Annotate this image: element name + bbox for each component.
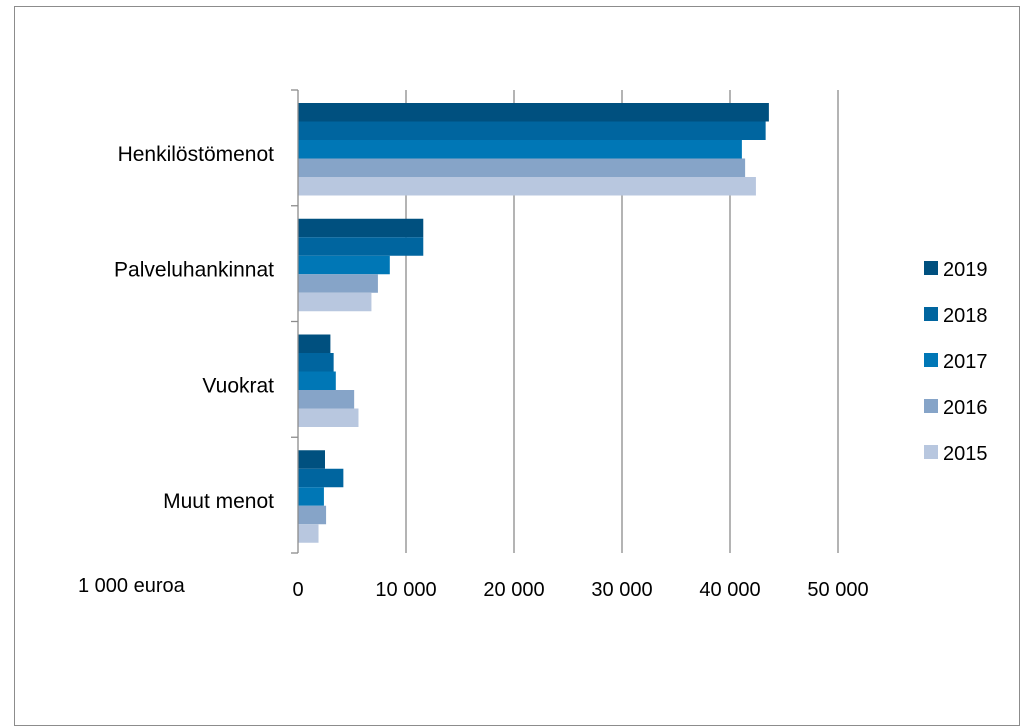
bar-2017 — [298, 255, 390, 275]
x-tick-label: 0 — [292, 579, 303, 601]
bar-2016 — [298, 505, 327, 525]
x-tick-label: 40 000 — [699, 579, 760, 601]
category-label: Vuokrat — [202, 374, 274, 397]
bar-2017 — [298, 371, 336, 390]
bar-2017 — [298, 487, 324, 506]
bar-2017 — [298, 140, 742, 159]
bar-2018 — [298, 468, 344, 488]
bar-2019 — [298, 334, 331, 353]
bar-2019 — [298, 450, 325, 469]
bar-2015 — [298, 292, 372, 312]
legend-swatch-2019 — [924, 261, 938, 275]
legend-swatch-2018 — [924, 307, 938, 321]
bar-2015 — [298, 177, 756, 196]
axes — [291, 89, 299, 554]
legend-swatch-2017 — [924, 353, 938, 367]
unit-label: 1 000 euroa — [78, 575, 186, 597]
bars — [298, 103, 769, 543]
category-labels: Henkilöstömenot Palveluhankinnat Vuokrat Mu… — [114, 143, 274, 513]
bar-2016 — [298, 274, 378, 293]
bar-2016 — [298, 390, 355, 409]
legend-label: 2017 — [943, 351, 988, 373]
x-tick-label: 50 000 — [807, 579, 868, 601]
bar-2018 — [298, 121, 766, 140]
bar-chart: Henkilöstömenot Palveluhankinnat Vuokrat Mu… — [78, 89, 988, 601]
bar-2019 — [298, 218, 424, 238]
bar-2015 — [298, 524, 319, 543]
legend-swatch-2015 — [924, 445, 938, 459]
legend-label: 2018 — [943, 305, 988, 327]
bar-2016 — [298, 158, 746, 177]
x-tick-label: 10 000 — [375, 579, 436, 601]
legend-label: 2019 — [943, 259, 988, 281]
legend-swatch-2016 — [924, 399, 938, 413]
legend-label: 2015 — [943, 443, 988, 465]
category-label: Palveluhankinnat — [114, 259, 274, 282]
legend-label: 2016 — [943, 397, 988, 419]
bar-2018 — [298, 237, 424, 256]
bar-2019 — [298, 103, 769, 122]
bar-2018 — [298, 353, 334, 372]
x-tick-label: 20 000 — [483, 579, 544, 601]
category-label: Muut menot — [163, 490, 274, 513]
x-tick-label: 30 000 — [591, 579, 652, 601]
legend: 2019 2018 2017 2016 2015 — [924, 259, 988, 465]
tick-labels: 0 10 000 20 000 30 000 40 000 50 000 — [292, 579, 868, 601]
bar-2015 — [298, 408, 359, 427]
category-label: Henkilöstömenot — [118, 143, 275, 166]
